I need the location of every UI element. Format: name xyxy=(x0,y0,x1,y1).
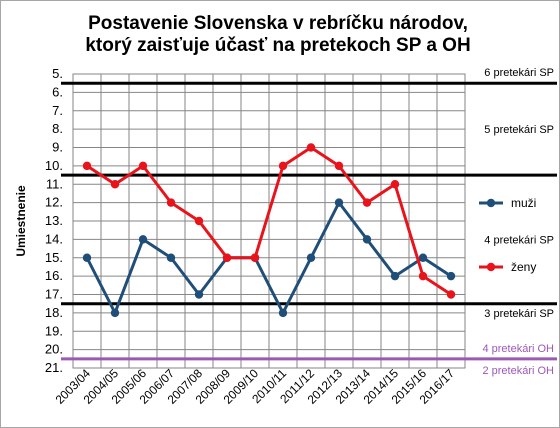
data-point xyxy=(82,253,92,262)
data-point xyxy=(138,161,148,171)
y-axis-label: Umiestnenie xyxy=(14,185,28,257)
data-point xyxy=(390,180,400,189)
y-tick-label: 8. xyxy=(52,121,63,136)
series-line xyxy=(86,146,452,296)
y-tick-label: 5. xyxy=(52,66,63,81)
chart-title: Postavenie Slovenska v rebríčku národov,… xyxy=(85,13,470,56)
y-tick-label: 14. xyxy=(45,231,63,246)
data-point xyxy=(250,253,260,262)
threshold-lines xyxy=(61,81,557,361)
annotations: 6 pretekári SP 5 pretekári SP 4 pretekári … xyxy=(482,67,554,377)
y-tick-label: 21. xyxy=(45,360,63,375)
y-tick-label: 9. xyxy=(52,140,63,155)
data-point xyxy=(362,235,372,244)
gridlines xyxy=(72,73,466,369)
data-point xyxy=(362,198,372,207)
data-point xyxy=(418,271,428,281)
annotation-label: 5 pretekári SP xyxy=(484,124,554,136)
legend: muži ženy xyxy=(479,196,536,274)
data-point xyxy=(446,290,456,299)
y-tick-label: 12. xyxy=(45,195,63,210)
y-tick-label: 17. xyxy=(45,287,63,302)
data-point xyxy=(138,235,148,244)
y-tick-label: 15. xyxy=(45,250,63,265)
data-point xyxy=(166,253,176,262)
x-axis-ticks: 2003/042004/052005/062006/072007/082008/… xyxy=(53,366,458,407)
data-point xyxy=(82,161,92,171)
data-point xyxy=(222,253,232,262)
y-tick-label: 20. xyxy=(45,342,63,357)
chart-title-line: Postavenie Slovenska v rebríčku národov, xyxy=(88,13,468,34)
data-point xyxy=(446,271,456,281)
data-point xyxy=(334,198,344,207)
data-point xyxy=(306,253,316,262)
data-point xyxy=(194,290,204,299)
y-axis-title: Umiestnenie xyxy=(14,185,28,257)
y-tick-label: 11. xyxy=(46,176,63,191)
y-tick-label: 7. xyxy=(52,103,63,118)
annotation-label: 3 pretekári SP xyxy=(484,308,554,320)
y-tick-label: 13. xyxy=(45,213,63,228)
data-point xyxy=(110,180,120,189)
y-tick-label: 6. xyxy=(52,84,63,99)
data-point xyxy=(110,308,120,318)
data-point xyxy=(390,271,400,281)
legend-swatch-marker xyxy=(486,198,496,208)
annotation-label: 2 pretekári OH xyxy=(482,365,554,377)
data-point xyxy=(334,161,344,171)
legend-swatch-marker xyxy=(486,262,496,272)
chart-title-line: ktorý zaisťuje účasť na pretekoch SP a O… xyxy=(85,35,470,56)
data-point xyxy=(306,143,316,152)
series-line xyxy=(85,201,452,315)
annotation-label: 6 pretekári SP xyxy=(484,67,554,79)
data-point xyxy=(278,161,288,171)
y-tick-label: 19. xyxy=(45,323,63,338)
annotation-label: 4 pretekári SP xyxy=(484,234,554,246)
data-point xyxy=(418,253,428,262)
y-axis-ticks: 5. 6. 7. 8. 9. 10. 11. 12. 13. 14. 15. 16. 17. 18. 19.… xyxy=(45,66,63,375)
data-point xyxy=(194,216,204,226)
y-tick-label: 18. xyxy=(45,305,63,320)
y-tick-label: 16. xyxy=(45,268,63,283)
legend-label: ženy xyxy=(511,260,536,274)
y-tick-label: 10. xyxy=(45,158,63,173)
series xyxy=(82,143,456,318)
data-point xyxy=(166,198,176,207)
annotation-label: 4 pretekári OH xyxy=(482,343,554,355)
legend-label: muži xyxy=(511,196,536,210)
data-point xyxy=(278,308,288,318)
